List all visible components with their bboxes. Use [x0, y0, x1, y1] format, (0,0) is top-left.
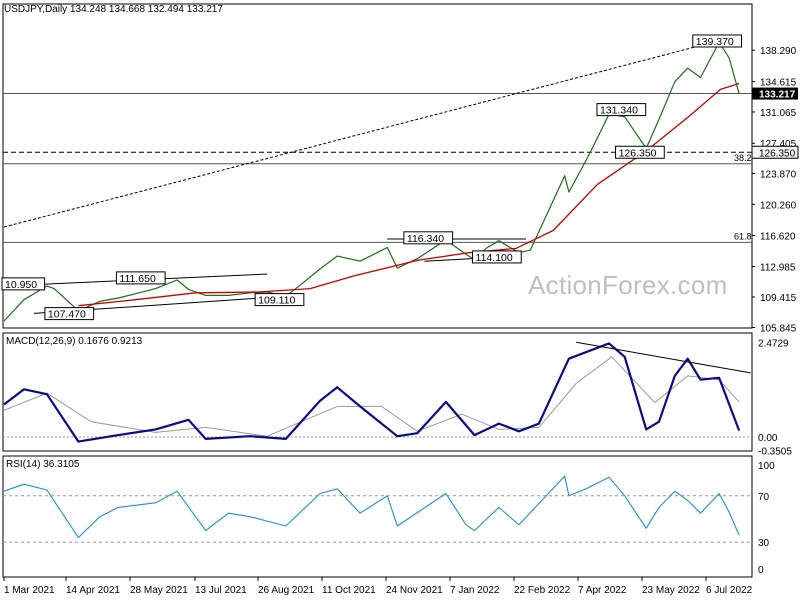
annotation-box	[1, 277, 46, 291]
price-axis-tick-label: 105.845	[760, 324, 797, 335]
ohlc-readout: 134.248 134.668 132.494 133.217	[69, 4, 223, 15]
swing-annotation: 116.340	[403, 231, 454, 245]
annotation-box	[692, 34, 743, 48]
annotation-box	[254, 293, 305, 307]
price-axis-tick-label: 131.065	[760, 108, 797, 119]
swing-annotation: 131.340	[596, 103, 647, 117]
time-axis-tick-label: 1 Mar 2021	[4, 585, 55, 596]
rsi-axis-tick-label: 30	[758, 538, 770, 549]
macd-line	[3, 342, 741, 443]
swing-annotation: 10.950	[1, 277, 46, 291]
annotation-label: 10.950	[5, 279, 37, 291]
annotation-label: 116.340	[407, 233, 444, 245]
annotation-box	[115, 271, 166, 285]
swing-annotation: 126.350	[615, 145, 665, 159]
swing-annotation: 111.650	[115, 271, 166, 285]
chart-title: USDJPY,Daily	[4, 4, 68, 15]
swing-annotation: 139.370	[692, 34, 743, 48]
macd-axis-tick-label: -0.3505	[758, 446, 792, 457]
price-axis-tick-label: 127.405	[760, 139, 797, 150]
time-axis-tick-label: 11 Oct 2021	[322, 585, 376, 596]
annotation-label: 126.350	[619, 147, 657, 159]
macd-axis-tick-label: 0.00	[758, 433, 778, 444]
swing-annotation: 114.100	[472, 250, 522, 264]
price-axis-tick-label: 109.415	[760, 293, 797, 304]
rsi-panel-frame	[2, 455, 753, 578]
annotation-box	[44, 307, 95, 321]
price-axis-tick-label: 116.620	[760, 231, 796, 242]
current-price-tag	[752, 87, 798, 100]
annotation-label: 109.110	[258, 295, 295, 307]
annotation-box	[403, 231, 454, 245]
long-term-dotted-trendline	[3, 40, 720, 228]
current-price-tag-label: 133.217	[759, 90, 796, 101]
rsi-axis-tick-label: 0	[758, 565, 764, 576]
annotation-label: 111.650	[119, 273, 156, 285]
level-price-tag	[751, 145, 799, 159]
annotation-label: 131.340	[600, 105, 638, 117]
annotation-label: 114.100	[476, 252, 513, 264]
annotation-label: 139.370	[696, 36, 734, 48]
time-axis-tick-label: 28 May 2021	[130, 585, 188, 596]
price-panel-frame	[2, 3, 753, 329]
time-axis-tick-label: 26 Aug 2021	[258, 585, 315, 596]
time-axis-tick-label: 7 Jan 2022	[450, 585, 500, 596]
fibonacci-level-label: 38.2	[734, 153, 752, 163]
rsi-axis-tick-label: 70	[758, 492, 770, 503]
price-axis-tick-label: 112.985	[760, 262, 796, 273]
moving-average-line	[78, 82, 740, 307]
annotation-box	[472, 250, 522, 264]
time-axis-tick-label: 13 Jul 2021	[195, 585, 247, 596]
annotation-box	[615, 145, 665, 159]
time-axis-tick-label: 24 Nov 2021	[386, 585, 443, 596]
rsi-line	[3, 475, 740, 539]
time-axis-tick-label: 23 May 2022	[642, 585, 700, 596]
swing-annotation: 107.470	[44, 307, 95, 321]
macd-axis-tick-label: 2.4729	[758, 339, 789, 350]
time-axis-tick-label: 6 Jul 2022	[706, 585, 753, 596]
price-axis-tick-label: 134.615	[760, 78, 797, 89]
time-axis-tick-label: 14 Apr 2021	[66, 585, 120, 596]
annotation-box	[596, 103, 647, 117]
chart-header: USDJPY,Daily 134.248 134.668 132.494 133…	[4, 4, 223, 15]
time-axis-tick-label: 7 Apr 2022	[578, 585, 627, 596]
rsi-axis-tick-label: 100	[758, 461, 775, 472]
fibonacci-level-label: 61.8	[734, 231, 752, 241]
annotation-label: 107.470	[48, 309, 86, 321]
price-axis-tick-label: 123.870	[760, 169, 797, 180]
price-close-line	[3, 41, 740, 322]
macd-indicator-label: MACD(12,26,9) 0.1676 0.9213	[6, 336, 143, 347]
swing-annotation: 109.110	[254, 293, 305, 307]
macd-panel-frame	[2, 332, 753, 452]
rsi-indicator-label: RSI(14) 36.3105	[6, 459, 80, 470]
macd-trendline	[576, 341, 751, 374]
level-price-tag-label: 126.350	[759, 148, 796, 159]
time-axis-tick-label: 22 Feb 2022	[514, 585, 571, 596]
price-axis-tick-label: 120.260	[760, 200, 797, 211]
price-axis-tick-label: 138.290	[760, 46, 797, 57]
watermark: ActionForex.com	[528, 270, 728, 300]
